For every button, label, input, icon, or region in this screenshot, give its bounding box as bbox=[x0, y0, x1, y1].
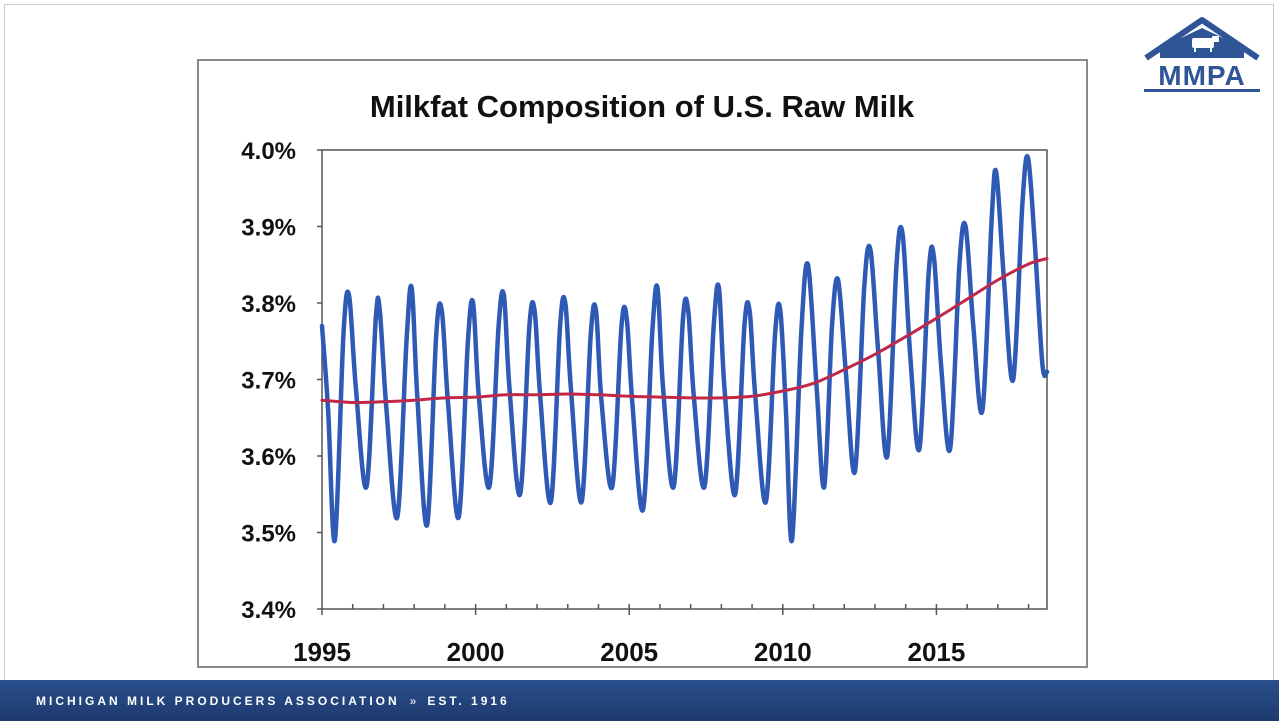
mmpa-logo: MMPA bbox=[1136, 14, 1268, 94]
chart-svg: Milkfat Composition of U.S. Raw Milk 3.4… bbox=[241, 89, 1050, 666]
y-tick-label: 3.5% bbox=[241, 521, 296, 548]
y-tick-label: 3.7% bbox=[241, 368, 296, 395]
chart-title: Milkfat Composition of U.S. Raw Milk bbox=[370, 89, 915, 124]
logo-text: MMPA bbox=[1158, 60, 1246, 91]
y-tick-label: 3.4% bbox=[241, 597, 296, 624]
x-tick-label: 2010 bbox=[754, 637, 812, 666]
y-tick-label: 3.6% bbox=[241, 444, 296, 471]
x-tick-label: 2015 bbox=[907, 637, 965, 666]
y-tick-label: 4.0% bbox=[241, 138, 296, 165]
milkfat-line bbox=[319, 154, 1050, 544]
plot-area-border bbox=[321, 149, 1048, 610]
footer-separator: » bbox=[409, 694, 418, 708]
trend-line bbox=[320, 257, 1049, 405]
chart-container: Milkfat Composition of U.S. Raw Milk 3.4… bbox=[197, 59, 1088, 668]
footer-bar: MICHIGAN MILK PRODUCERS ASSOCIATION » EST.… bbox=[0, 680, 1279, 721]
x-tick-label: 2000 bbox=[447, 637, 505, 666]
barn-icon bbox=[1144, 17, 1260, 92]
y-tick-label: 3.8% bbox=[241, 291, 296, 318]
x-tick-label: 2005 bbox=[600, 637, 658, 666]
footer-established: EST. 1916 bbox=[427, 694, 510, 708]
y-tick-label: 3.9% bbox=[241, 215, 296, 242]
footer-text: MICHIGAN MILK PRODUCERS ASSOCIATION » EST.… bbox=[36, 694, 510, 708]
footer-org: MICHIGAN MILK PRODUCERS ASSOCIATION bbox=[36, 694, 400, 708]
x-tick-label: 1995 bbox=[293, 637, 351, 666]
